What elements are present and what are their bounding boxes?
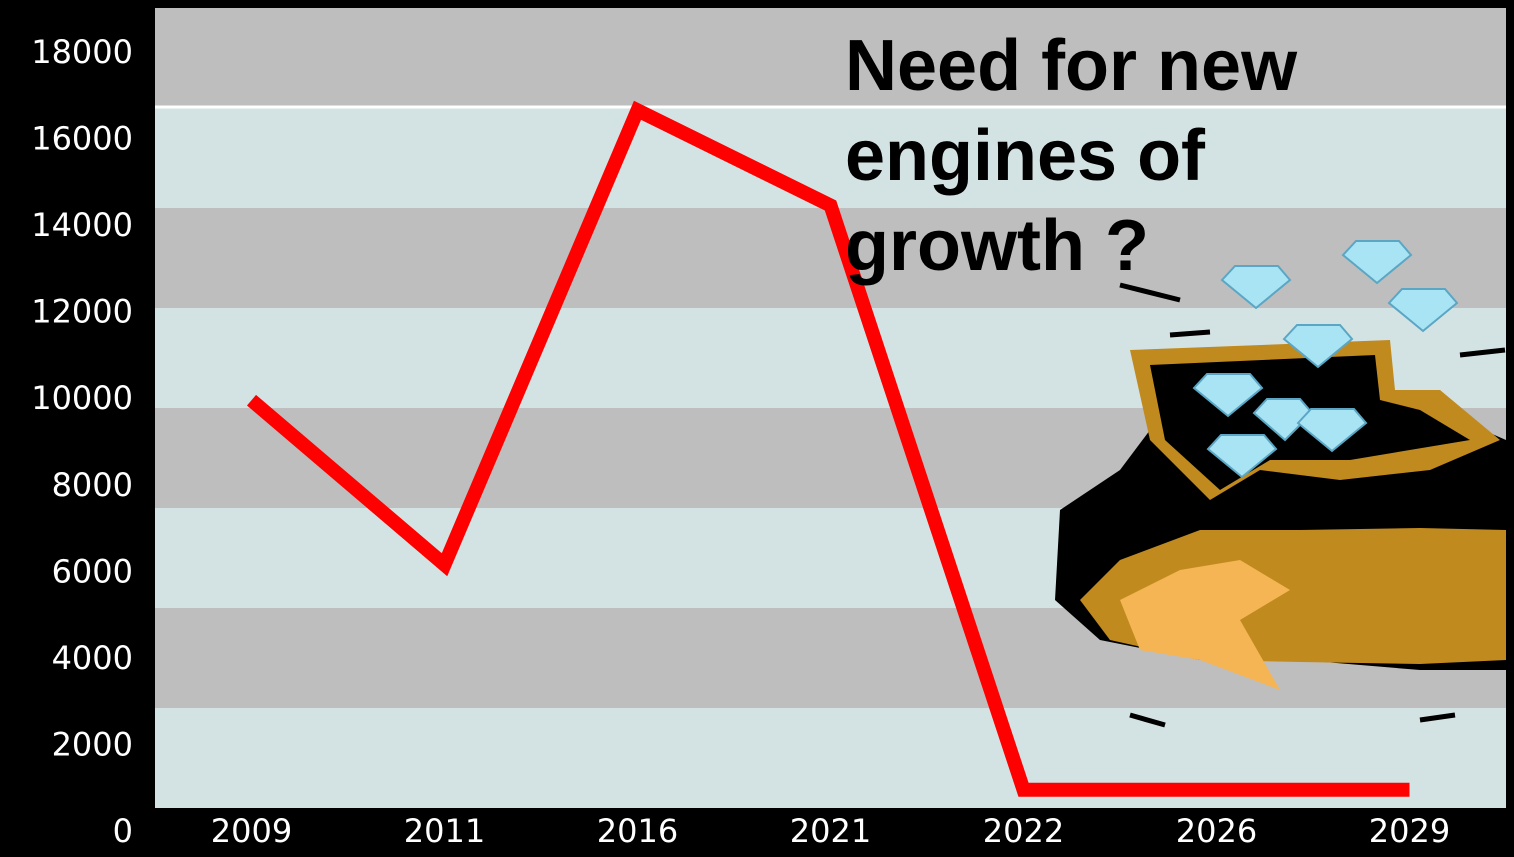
y-tick-label: 12000	[31, 293, 133, 331]
y-tick-label: 4000	[52, 639, 133, 677]
x-tick-label: 2026	[1176, 812, 1257, 850]
band	[155, 8, 1506, 107]
x-tick-label: 2022	[983, 812, 1064, 850]
annotation: growth ?	[845, 206, 1149, 286]
annotation: engines of	[845, 116, 1206, 196]
y-tick-label: 14000	[31, 206, 133, 244]
y-tick-label: 16000	[31, 120, 133, 158]
y-tick-label: 18000	[31, 33, 133, 71]
x-tick-label: 2011	[404, 812, 485, 850]
y-tick-label: 2000	[52, 725, 133, 763]
annotation: Need for new	[845, 26, 1298, 106]
y-tick-label: 8000	[52, 466, 133, 504]
x-tick-label: 2009	[211, 812, 292, 850]
x-tick-label: 2021	[790, 812, 871, 850]
x-tick-label: 2029	[1369, 812, 1450, 850]
y-tick-label: 0	[113, 812, 133, 850]
data-line	[246, 100, 1410, 797]
treasure-bag	[1055, 240, 1506, 728]
y-tick-label: 6000	[52, 552, 133, 590]
y-tick-label: 10000	[31, 379, 133, 417]
x-tick-label: 2016	[597, 812, 678, 850]
